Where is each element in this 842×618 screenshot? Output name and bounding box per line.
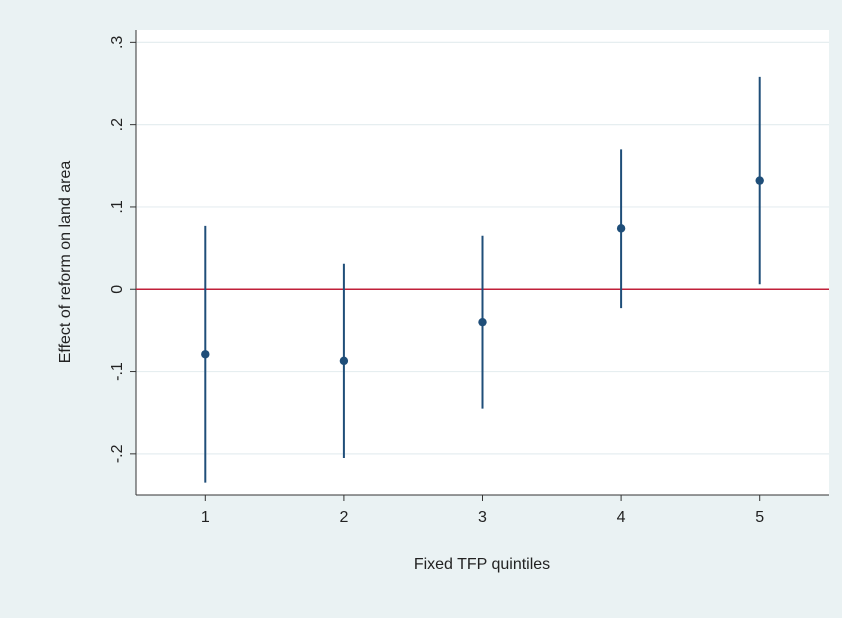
x-tick-label: 3 [478,509,487,526]
point-estimate [201,350,210,359]
y-tick-label: .2 [109,118,126,131]
point-estimate [339,356,349,366]
x-tick-label: 1 [201,509,210,526]
x-tick-label: 5 [755,509,764,526]
y-tick-label: -.1 [109,362,126,381]
y-tick-label: -.2 [109,444,126,463]
y-tick-label: .3 [109,36,126,49]
point-estimate [478,317,487,327]
x-tick-label: 2 [339,509,348,526]
point-estimate [616,224,626,233]
y-tick-label: 0 [109,285,126,294]
y-axis-title: Effect of reform on land area [57,161,74,364]
x-tick-label: 4 [617,509,626,526]
x-axis-title: Fixed TFP quintiles [414,556,550,573]
marks-layer [201,76,764,483]
axes-layer: -.2 -.1 0 .1 .2 .3 1 2 3 4 5 [109,30,829,526]
point-estimate [755,176,764,185]
y-tick-label: .1 [109,200,126,213]
